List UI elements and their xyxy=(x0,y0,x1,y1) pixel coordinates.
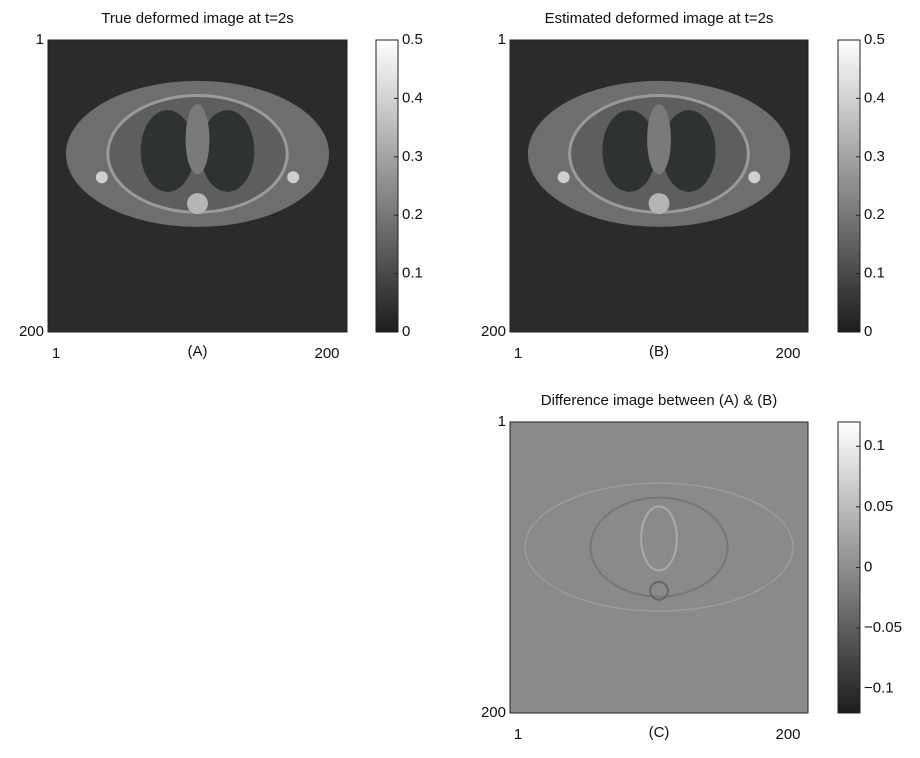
x-tick-label: 200 xyxy=(775,345,800,362)
y-tick-label: 200 xyxy=(19,323,44,340)
colorbar-tick-label: −0.1 xyxy=(864,680,894,697)
colorbar-tick-label: 0.5 xyxy=(864,31,885,48)
panel-label: (A) xyxy=(188,343,208,360)
page: {"chart_data": [ {"type": "image", "titl… xyxy=(0,0,920,758)
colorbar-tick-label: 0.3 xyxy=(402,148,423,165)
heart xyxy=(186,104,210,174)
panel-title: Difference image between (A) & (B) xyxy=(541,392,778,409)
panel: Estimated deformed image at t=2s 1 200 1 200… xyxy=(481,10,885,362)
x-tick-label: 200 xyxy=(775,726,800,743)
x-tick-label: 1 xyxy=(514,345,522,362)
bone xyxy=(96,171,108,183)
panel-title: True deformed image at t=2s xyxy=(101,10,293,27)
bone xyxy=(558,171,570,183)
spine xyxy=(649,193,670,214)
y-tick-label: 200 xyxy=(481,323,506,340)
colorbar-tick-label: 0 xyxy=(864,323,872,340)
colorbar-tick-label: 0 xyxy=(864,558,872,575)
colorbar-tick-label: 0.1 xyxy=(864,437,885,454)
bone xyxy=(748,171,760,183)
x-tick-label: 200 xyxy=(314,345,339,362)
colorbar-tick-label: 0.1 xyxy=(864,265,885,282)
figure: True deformed image at t=2s 1 200 1 200 (A) 0 0… xyxy=(0,0,920,753)
colorbar-tick-label: 0.3 xyxy=(864,148,885,165)
panel: True deformed image at t=2s 1 200 1 200 (A) 0 0… xyxy=(19,10,423,362)
panel-label: (B) xyxy=(649,343,669,360)
y-tick-label: 1 xyxy=(498,31,506,48)
y-tick-label: 200 xyxy=(481,704,506,721)
colorbar-tick-label: 0.4 xyxy=(864,89,885,106)
colorbar-tick-label: 0.5 xyxy=(402,31,423,48)
bone xyxy=(287,171,299,183)
colorbar-tick-label: −0.05 xyxy=(864,619,902,636)
colorbar-tick-label: 0.2 xyxy=(864,206,885,223)
colorbar-tick-label: 0.1 xyxy=(402,265,423,282)
colorbar xyxy=(838,40,860,332)
x-tick-label: 1 xyxy=(514,726,522,743)
panel-label: (C) xyxy=(649,724,670,741)
colorbar-tick-label: 0 xyxy=(402,323,410,340)
colorbar-tick-label: 0.2 xyxy=(402,206,423,223)
spine xyxy=(187,193,208,214)
colorbar xyxy=(376,40,398,332)
colorbar-tick-label: 0.05 xyxy=(864,498,893,515)
y-tick-label: 1 xyxy=(498,413,506,430)
heart xyxy=(647,104,671,174)
x-tick-label: 1 xyxy=(52,345,60,362)
y-tick-label: 1 xyxy=(36,31,44,48)
colorbar-tick-label: 0.4 xyxy=(402,89,423,106)
panel-title: Estimated deformed image at t=2s xyxy=(545,10,774,27)
image-background xyxy=(510,422,808,713)
